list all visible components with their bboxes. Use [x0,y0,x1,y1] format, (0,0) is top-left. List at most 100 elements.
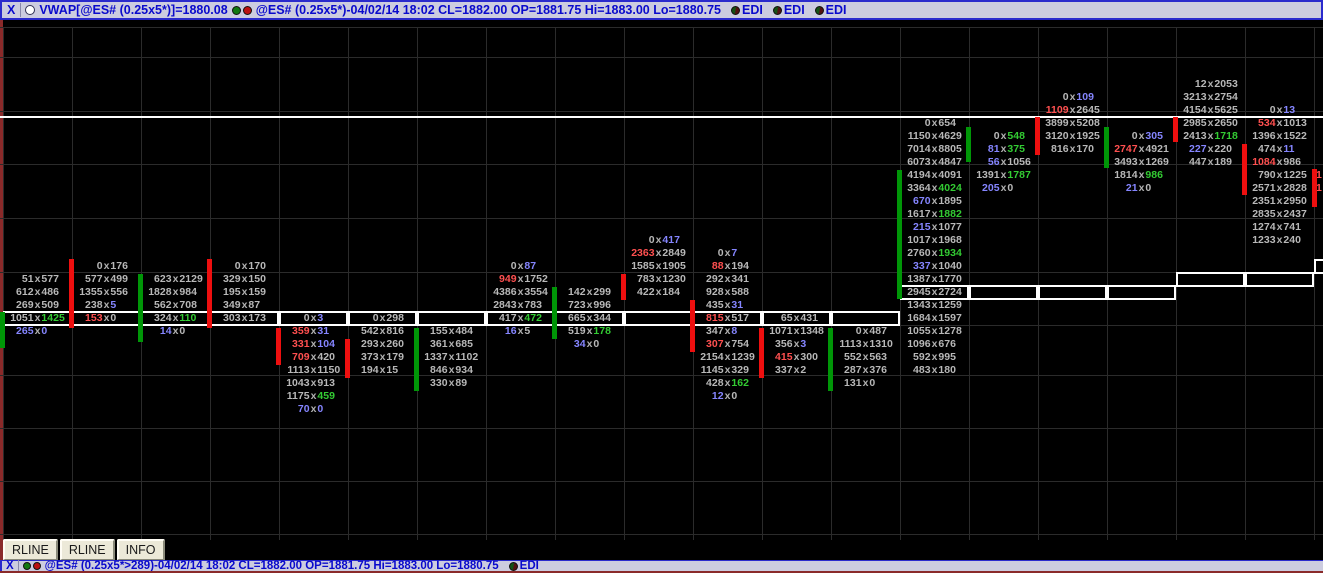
footprint-cell: 329 x 150 [223,273,266,285]
footprint-cell: 542 x 816 [361,325,404,337]
footprint-cell: 324 x 110 [141,311,210,326]
sell-dot-icon [32,562,41,570]
footprint-cell: 1150 x 4629 [907,130,962,142]
footprint-cell: 0 x 170 [234,260,266,272]
footprint-cell: 337 x 2 [775,364,807,376]
grid-line-horizontal [0,57,1323,58]
status-close-button[interactable]: X [2,560,19,572]
footprint-cell: 1113 x 1150 [287,364,341,376]
footprint-cell: 2413 x 1718 [1183,130,1238,142]
footprint-cell: 361 x 685 [430,338,473,350]
grid-line-vertical [486,27,487,540]
footprint-cell: 815 x 517 [693,311,762,326]
volume-bar [759,327,764,379]
footprint-cell: 1828 x 984 [148,286,197,298]
price-step-box [624,311,693,326]
grid-line-vertical [1314,27,1315,540]
footprint-cell: 0 x 305 [1131,130,1163,142]
footprint-cell: 1337 x 1102 [424,351,479,363]
price-step-box [1176,272,1245,287]
volume-bar [0,312,5,349]
close-button[interactable]: X [2,3,22,17]
window-edge-left [0,20,3,573]
footprint-cell: 577 x 499 [85,273,128,285]
footprint-cell: 592 x 995 [913,351,956,363]
buy-dot-icon [22,562,31,570]
status-bar: X @ES# (0.25x5*>289)-04/02/14 18:02 CL=1… [0,560,1323,572]
footprint-cell: 265 x 0 [16,325,48,337]
volume-bar [345,339,350,379]
footprint-cell: 330 x 89 [430,377,468,389]
footprint-cell: 415 x 300 [775,351,818,363]
footprint-cell: 269 x 509 [16,299,59,311]
status-edi-indicator[interactable]: EDI [508,560,539,572]
footprint-cell: 6073 x 4847 [907,156,962,168]
tab-rline-2[interactable]: RLINE [59,539,115,560]
grid-line-horizontal [0,27,1323,28]
footprint-cell: 131 x 0 [844,377,876,389]
tab-info[interactable]: INFO [116,539,165,560]
edi-indicator-1[interactable]: EDI [730,3,763,17]
session-label: @ES# (0.25x5*)-04/02/14 18:02 CL=1882.00… [255,3,721,17]
footprint-cell: 4194 x 4091 [907,169,962,181]
footprint-cell: 0 x 13 [1269,104,1296,116]
footprint-cell: 2154 x 1239 [700,351,755,363]
footprint-cell: 1 [1316,182,1322,194]
grid-line-horizontal [0,272,1323,273]
edi-label: EDI [741,3,763,17]
footprint-cell: 534 x 1013 [1258,117,1307,129]
volume-bar [414,327,419,392]
price-step-box [417,311,486,326]
edi-indicator-3[interactable]: EDI [814,3,847,17]
footprint-cell: 303 x 173 [210,311,279,326]
grid-line-vertical [831,27,832,540]
footprint-cell: 435 x 31 [706,299,744,311]
tab-rline-1[interactable]: RLINE [3,539,58,560]
footprint-cell: 1274 x 741 [1252,221,1301,233]
footprint-cell: 205 x 0 [982,182,1014,194]
edi-indicator-2[interactable]: EDI [772,3,805,17]
edi-dot-icon [772,5,782,15]
footprint-cell: 0 x 176 [96,260,128,272]
grid-line-vertical [417,27,418,540]
footprint-cell: 0 x 548 [993,130,1025,142]
footprint-cell: 0 x 109 [1062,91,1094,103]
sell-dot-icon [242,5,252,15]
grid-line-vertical [693,27,694,540]
footprint-cell: 474 x 11 [1258,143,1295,155]
footprint-cell: 1684 x 1597 [907,312,962,324]
price-step-box [1245,272,1314,287]
footprint-cell: 1355 x 556 [79,286,128,298]
footprint-cell: 194 x 15 [361,364,399,376]
price-step-box [1314,259,1323,274]
footprint-cell: 417 x 472 [486,311,555,326]
status-session-label: @ES# (0.25x5*>289)-04/02/14 18:02 CL=188… [44,560,499,572]
vwap-indicator-icon [25,5,36,15]
footprint-cell: 2843 x 783 [493,299,542,311]
footprint-cell: 1055 x 1278 [907,325,962,337]
footprint-cell: 56 x 1056 [987,156,1031,168]
footprint-cell: 1109 x 2645 [1045,104,1100,116]
price-step-box [831,311,900,326]
footprint-cell: 347 x 8 [706,325,738,337]
footprint-cell: 1145 x 329 [700,364,749,376]
footprint-cell: 1391 x 1787 [976,169,1031,181]
volume-bar [1035,117,1040,155]
footprint-cell: 2747 x 4921 [1114,143,1169,155]
footprint-cell: 1096 x 676 [907,338,956,350]
footprint-cell: 70 x 0 [297,403,324,415]
footprint-cell: 349 x 87 [223,299,261,311]
footprint-cell: 0 x 654 [924,117,956,129]
edi-dot-icon [814,5,824,15]
footprint-cell: 293 x 260 [361,338,404,350]
volume-bar [138,274,143,342]
footprint-cell: 2760 x 1934 [907,247,962,259]
footprint-cell: 0 x 487 [855,325,887,337]
price-step-box [1038,285,1107,300]
footprint-cell: 1113 x 1310 [839,338,893,350]
volume-bar [690,300,695,353]
footprint-cell: 142 x 299 [568,286,611,298]
